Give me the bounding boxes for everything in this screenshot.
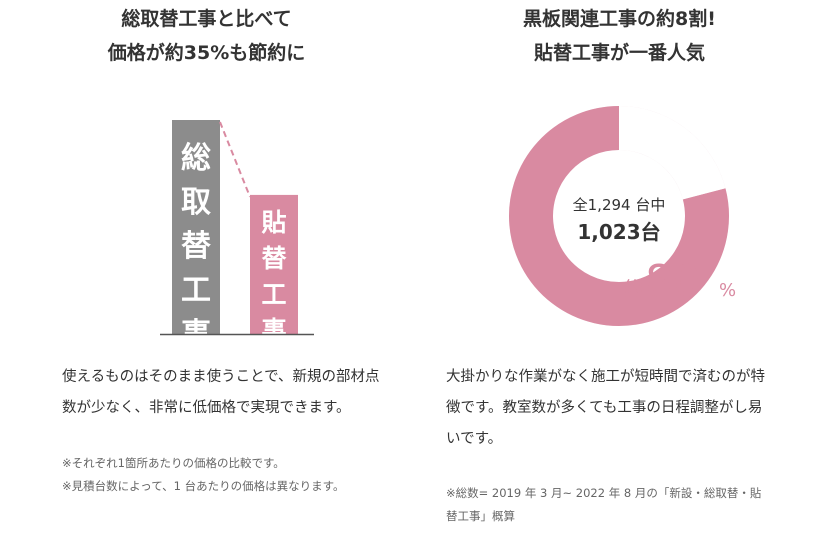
bar-label-char: 総 xyxy=(181,141,211,176)
left-notes: ※それぞれ1箇所あたりの価格の比較です。 ※見積台数によって、1 台あたりの価格… xyxy=(62,452,344,498)
bar-label-char: 工 xyxy=(181,273,211,308)
right-heading: 黒板関連工事の約8割! 貼替工事が一番人気 xyxy=(413,2,826,70)
left-note-line: ※見積台数によって、1 台あたりの価格は異なります。 xyxy=(62,479,345,493)
bar-resurface xyxy=(250,194,298,334)
left-body-line: 数が少なく、非常に低価格で実現できます。 xyxy=(62,400,351,416)
right-body-line: いです。 xyxy=(446,431,503,447)
donut-total-label: 全1,294 台中 xyxy=(573,196,666,214)
bar-connector-line xyxy=(219,121,251,198)
donut-percent-value: 80 xyxy=(645,256,701,307)
left-body-text: 使えるものはそのまま使うことで、新規の部材点 数が少なく、非常に低価格で実現でき… xyxy=(62,362,380,424)
left-heading-line: 価格が約35%も節約に xyxy=(107,42,306,64)
right-body-text: 大掛かりな作業がなく施工が短時間で済むのが特 徴です。教室数が多くても工事の日程… xyxy=(446,362,765,455)
bar-label-char: 取 xyxy=(181,185,211,220)
donut-percent-prefix: 約 xyxy=(623,277,643,301)
right-note-line: ※総数= 2019 年 3 月~ 2022 年 8 月の「新設・総取替・貼 xyxy=(446,486,762,500)
donut-slice-other xyxy=(618,106,726,201)
left-note-line: ※それぞれ1箇所あたりの価格の比較です。 xyxy=(62,456,285,470)
right-body-line: 徴です。教室数が多くても工事の日程調整がし易 xyxy=(446,400,763,416)
donut-percent-unit: % xyxy=(719,280,736,301)
right-heading-line: 黒板関連工事の約8割! xyxy=(523,8,716,30)
bar-label-char: 替 xyxy=(181,229,211,264)
right-notes: ※総数= 2019 年 3 月~ 2022 年 8 月の「新設・総取替・貼 替工… xyxy=(446,482,761,528)
bar-label-char: 工 xyxy=(261,280,286,309)
left-panel: 総取替工事と比べて 価格が約35%も節約に 総取替工事貼替工事 使えるものはその… xyxy=(0,0,413,544)
bar-label-char: 替 xyxy=(261,244,286,273)
left-body-line: 使えるものはそのまま使うことで、新規の部材点 xyxy=(62,369,380,385)
right-panel: 黒板関連工事の約8割! 貼替工事が一番人気 全1,294 台中 1,023台約 80… xyxy=(413,0,826,544)
donut-slice-resurface xyxy=(509,106,729,326)
right-body-line: 大掛かりな作業がなく施工が短時間で済むのが特 xyxy=(446,369,765,385)
right-heading-line: 貼替工事が一番人気 xyxy=(533,42,705,64)
bar-label-char: 貼 xyxy=(261,208,286,237)
donut-count-label: 1,023台 xyxy=(577,220,660,244)
bar-full-replacement xyxy=(172,120,220,334)
bar-label-char: 事 xyxy=(261,316,286,345)
right-note-line: 替工事」概算 xyxy=(446,509,515,523)
left-heading-line: 総取替工事と比べて xyxy=(121,8,292,30)
left-heading: 総取替工事と比べて 価格が約35%も節約に xyxy=(0,2,413,70)
